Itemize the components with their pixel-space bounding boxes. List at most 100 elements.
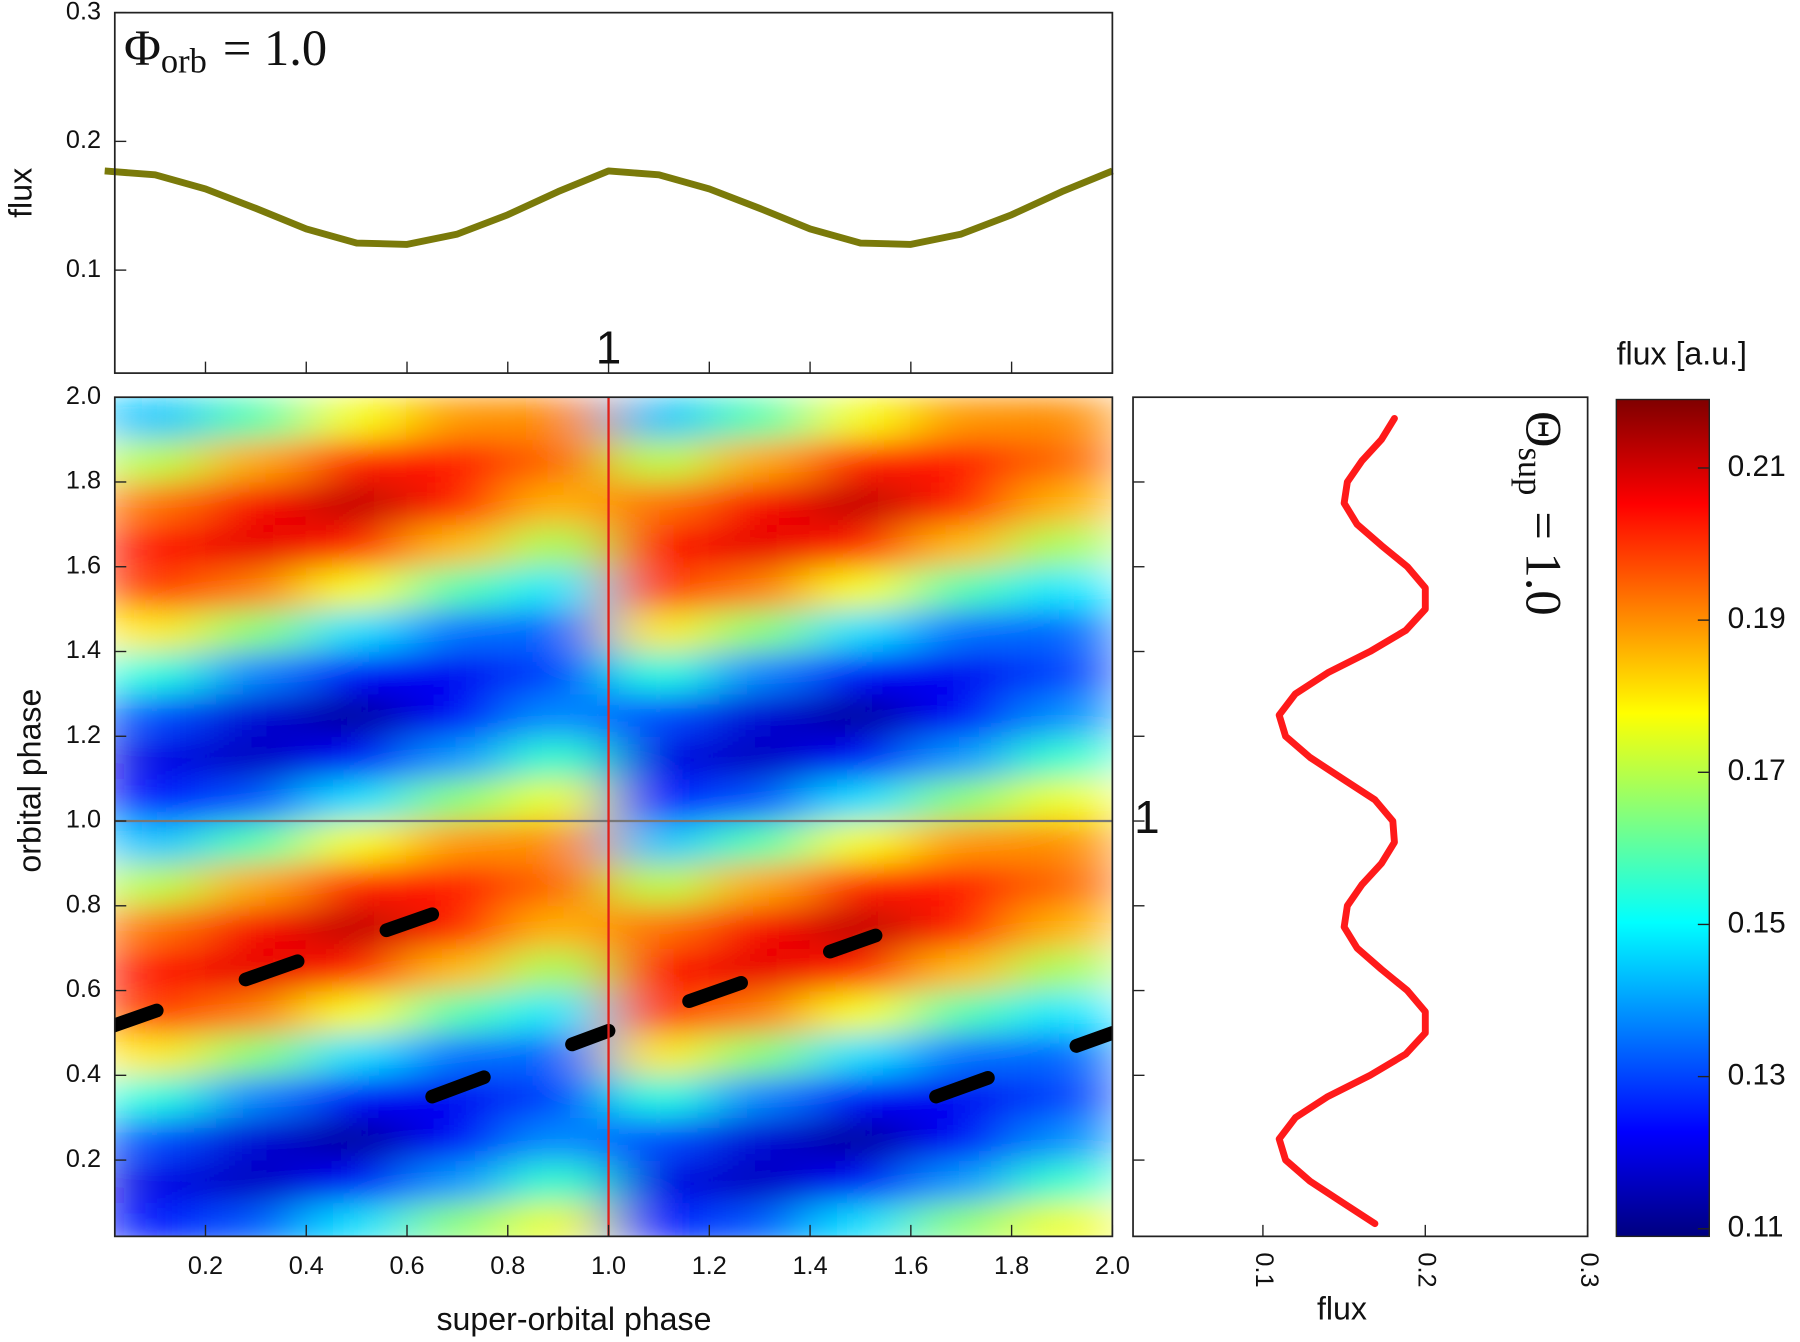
heatmap-cell bbox=[809, 481, 912, 525]
heatmap-cell bbox=[809, 650, 912, 695]
x-tick-label: 1.8 bbox=[994, 1252, 1029, 1280]
heatmap-cell bbox=[607, 693, 710, 737]
colorbar-tick-label: 0.19 bbox=[1728, 602, 1786, 635]
heatmap-cell bbox=[809, 1117, 912, 1161]
heatmap-cell bbox=[507, 1159, 610, 1204]
heatmap-cell bbox=[507, 778, 610, 822]
x-tick-label: 0.8 bbox=[490, 1252, 525, 1280]
heatmap-cell bbox=[910, 523, 1013, 568]
colorbar-tick-label: 0.11 bbox=[1728, 1211, 1784, 1244]
heatmap-cell bbox=[305, 1074, 408, 1119]
heatmap-cell bbox=[204, 1159, 307, 1204]
heatmap-cell bbox=[809, 820, 912, 864]
heatmap-cell bbox=[1011, 778, 1113, 822]
heatmap-cell bbox=[708, 778, 811, 822]
heatmap-cell bbox=[607, 778, 710, 822]
heatmap-cell bbox=[204, 1201, 307, 1237]
heatmap-cell bbox=[1011, 862, 1113, 907]
heatmap-cell bbox=[809, 523, 912, 568]
y-tick-label: 0.1 bbox=[66, 255, 101, 283]
heatmap-cell bbox=[910, 566, 1013, 610]
x-tick-label: 1.4 bbox=[793, 1252, 828, 1280]
y-tick-label: 0.4 bbox=[66, 1060, 101, 1088]
heatmap-cell bbox=[910, 650, 1013, 695]
heatmap-cell bbox=[1011, 650, 1113, 695]
heatmap-cell bbox=[708, 905, 811, 949]
heatmap-cell bbox=[204, 1032, 307, 1076]
x-tick-label: 0.2 bbox=[1413, 1252, 1441, 1287]
heatmap-cell bbox=[809, 608, 912, 653]
y-tick-label: 0.3 bbox=[66, 0, 101, 25]
heatmap-cell bbox=[204, 1117, 307, 1161]
heatmap-cell bbox=[910, 608, 1013, 653]
heatmap-cell bbox=[607, 862, 710, 907]
heatmap-cell bbox=[910, 905, 1013, 949]
heatmap-cell bbox=[114, 905, 207, 949]
heatmap-cell bbox=[114, 778, 207, 822]
heatmap-cell bbox=[507, 1117, 610, 1161]
heatmap-cell bbox=[607, 1074, 710, 1119]
heatmap-cell bbox=[114, 523, 207, 568]
heatmap-cell bbox=[809, 735, 912, 780]
y-tick-label: 1.2 bbox=[66, 721, 101, 749]
heatmap-cell bbox=[1011, 608, 1113, 653]
flux-curve bbox=[1275, 415, 1429, 1228]
x-axis-label: super-orbital phase bbox=[436, 1301, 711, 1337]
heatmap-cell bbox=[809, 1159, 912, 1204]
heatmap-cell bbox=[910, 693, 1013, 737]
heatmap-cell bbox=[1011, 905, 1113, 949]
heatmap-cell bbox=[507, 905, 610, 949]
heatmap-cell bbox=[204, 905, 307, 949]
heatmap-cell bbox=[406, 947, 509, 992]
heatmap-cell bbox=[305, 566, 408, 610]
heatmap-cell bbox=[114, 1032, 207, 1076]
heatmap-cell bbox=[507, 439, 610, 483]
annotation-subscript: sup bbox=[1511, 447, 1549, 495]
heatmap-cell bbox=[708, 693, 811, 737]
heatmap-cell bbox=[114, 1159, 207, 1204]
heatmap-cell bbox=[507, 862, 610, 907]
heatmap-cell bbox=[809, 862, 912, 907]
heatmap-cell bbox=[204, 778, 307, 822]
heatmap-cell bbox=[910, 947, 1013, 992]
heatmap-cell bbox=[406, 650, 509, 695]
heatmap-cell bbox=[406, 397, 509, 441]
heatmap-cell bbox=[607, 439, 710, 483]
heatmap-cell bbox=[406, 481, 509, 525]
heatmap-cell bbox=[910, 1032, 1013, 1076]
plot-frame bbox=[1132, 396, 1589, 1238]
heatmap-cell bbox=[204, 523, 307, 568]
annotation-text: = 1.0 bbox=[223, 19, 327, 75]
heatmap-cell bbox=[1011, 735, 1113, 780]
heatmap-cell bbox=[809, 989, 912, 1034]
heatmap-cell bbox=[607, 608, 710, 653]
crosshair-label: 1 bbox=[1134, 791, 1160, 843]
colorbar-title: flux [a.u.] bbox=[1617, 335, 1747, 371]
heatmap-cell bbox=[305, 1159, 408, 1204]
x-axis-label: flux bbox=[1317, 1290, 1367, 1326]
heatmap-cell bbox=[204, 693, 307, 737]
heatmap-cell bbox=[406, 1159, 509, 1204]
heatmap-cell bbox=[507, 1201, 610, 1237]
heatmap-cell bbox=[1011, 397, 1113, 441]
heatmap-cell bbox=[708, 1032, 811, 1076]
heatmap-cell bbox=[114, 566, 207, 610]
heatmap-cell bbox=[406, 608, 509, 653]
heatmap-cell bbox=[406, 693, 509, 737]
heatmap-cell bbox=[1011, 1201, 1113, 1237]
heatmap-cell bbox=[809, 778, 912, 822]
heatmap-cell bbox=[910, 862, 1013, 907]
y-tick-label: 0.8 bbox=[66, 890, 101, 918]
x-tick-label: 0.6 bbox=[389, 1252, 424, 1280]
heatmap-cell bbox=[1011, 1074, 1113, 1119]
heatmap-cell bbox=[305, 1201, 408, 1237]
heatmap-cell bbox=[809, 566, 912, 610]
heatmap-cell bbox=[708, 397, 811, 441]
y-tick-label: 1.4 bbox=[66, 636, 101, 664]
heatmap-cell bbox=[910, 439, 1013, 483]
y-tick-label: 2.0 bbox=[66, 382, 101, 410]
heatmap-cell bbox=[809, 693, 912, 737]
heatmap-cell bbox=[708, 1117, 811, 1161]
heatmap-cell bbox=[708, 523, 811, 568]
heatmap-clip bbox=[114, 397, 1113, 1237]
